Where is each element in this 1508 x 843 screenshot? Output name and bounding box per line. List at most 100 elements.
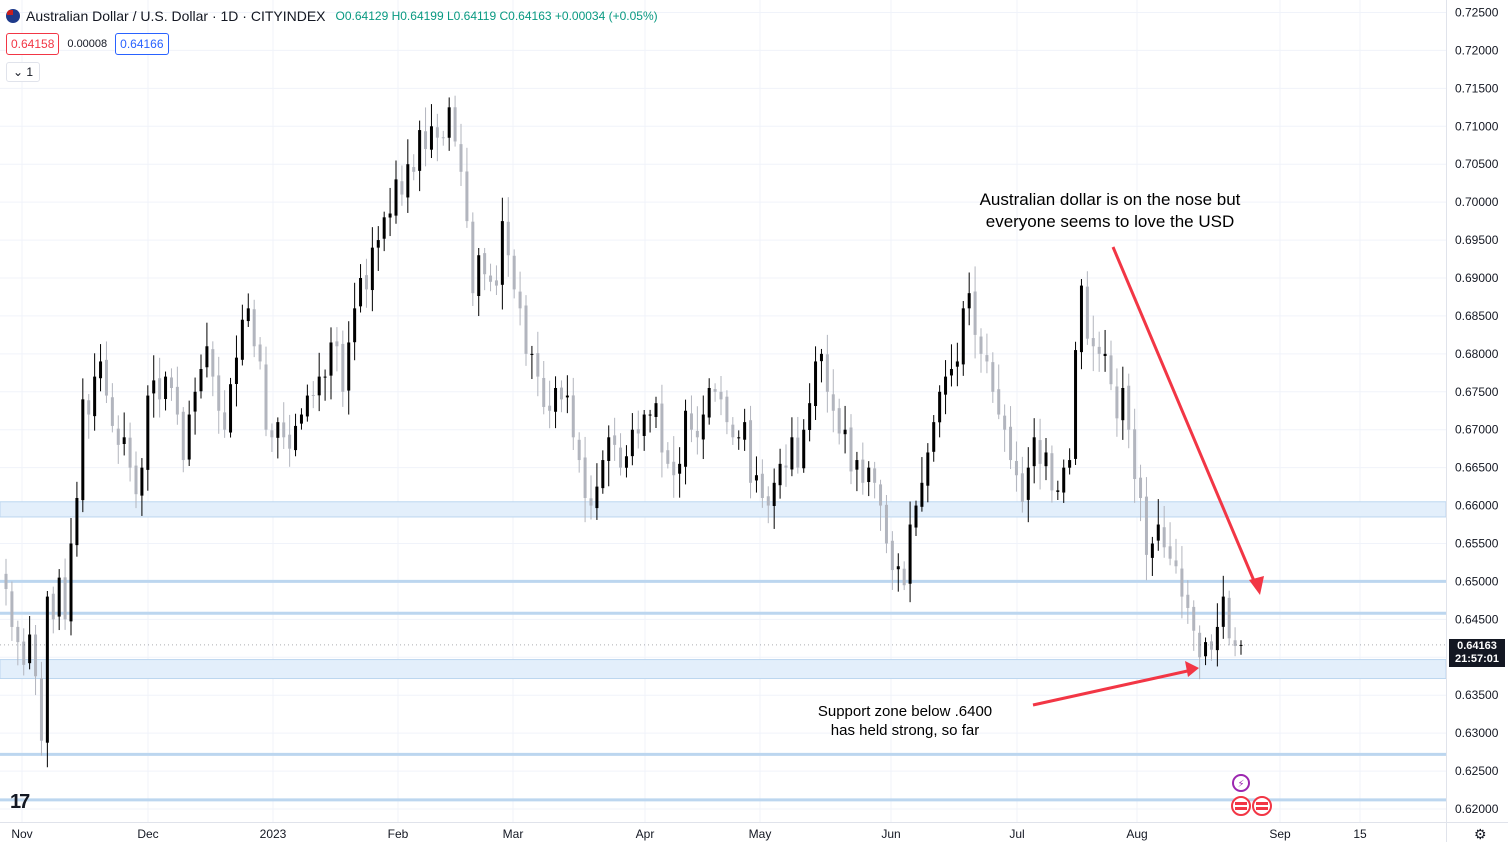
candle: [743, 408, 747, 451]
candle: [1204, 637, 1208, 666]
candle-body: [1097, 346, 1101, 354]
candle-body: [441, 137, 445, 139]
candle: [1068, 448, 1072, 475]
candle-body: [559, 387, 563, 400]
candle-body: [1215, 626, 1219, 651]
annotation-bottom-line2: has held strong, so far: [830, 722, 980, 739]
candle: [808, 383, 812, 442]
candle-body: [1156, 524, 1160, 541]
candle: [932, 415, 936, 462]
candle: [10, 581, 14, 641]
open-value: O0.64129: [335, 9, 389, 23]
candle-body: [311, 394, 315, 396]
candle: [223, 390, 227, 438]
candle-body: [252, 309, 256, 347]
candle-body: [16, 626, 20, 643]
candle: [559, 380, 563, 413]
candle: [890, 531, 894, 590]
candle: [831, 369, 835, 433]
symbol-title[interactable]: Australian Dollar / U.S. Dollar · 1D · C…: [26, 8, 326, 24]
candle: [164, 371, 168, 411]
candle: [938, 385, 942, 438]
candle: [1150, 536, 1154, 576]
candle-body: [684, 410, 688, 467]
candle: [914, 500, 918, 536]
y-tick-label: 0.69000: [1455, 271, 1499, 285]
candle-body: [896, 566, 900, 570]
svg-text:⚡: ⚡: [1237, 779, 1244, 790]
candle: [1014, 441, 1018, 492]
candle-body: [424, 131, 428, 150]
buy-button[interactable]: 0.64166: [115, 33, 169, 55]
x-tick-label: Jul: [1009, 827, 1024, 841]
candle: [494, 265, 498, 296]
candle-body: [689, 413, 693, 430]
bottom-arrow-head: [1185, 661, 1199, 677]
candle-body: [743, 422, 747, 440]
candle-body: [229, 384, 233, 433]
candle: [867, 461, 871, 497]
y-tick-label: 0.66000: [1455, 499, 1499, 513]
x-tick-label: Jun: [881, 827, 900, 841]
candle-body: [991, 362, 995, 392]
candle: [908, 501, 912, 603]
y-tick-label: 0.62000: [1455, 802, 1499, 816]
candle-body: [648, 414, 652, 416]
candle-body: [589, 498, 593, 506]
price-axis: 0.72500 0.72000 0.71500 0.71000 0.70500 0.700…: [1446, 0, 1499, 842]
candle: [672, 436, 676, 498]
candle: [500, 197, 504, 310]
candle: [311, 381, 315, 409]
candle-body: [489, 275, 493, 282]
candle-body: [175, 386, 179, 415]
candle-body: [146, 395, 150, 470]
annotation-top: Australian dollar is on the nose but eve…: [940, 189, 1280, 233]
candle-body: [1079, 285, 1083, 353]
candle-body: [624, 456, 628, 468]
candle: [1221, 575, 1225, 639]
indicator-collapse-button[interactable]: ⌄ 1: [6, 62, 41, 82]
candle-body: [329, 342, 333, 376]
x-tick-label: Sep: [1269, 827, 1291, 841]
candle: [412, 154, 416, 181]
tradingview-logo[interactable]: 17: [10, 791, 30, 813]
candle: [861, 442, 865, 495]
candle: [985, 333, 989, 374]
candle-body: [376, 240, 380, 248]
candle: [666, 442, 670, 469]
candle-body: [554, 387, 558, 412]
candle: [429, 104, 433, 159]
candle-body: [364, 275, 368, 290]
candle: [87, 394, 91, 439]
chart-header: Australian Dollar / U.S. Dollar · 1D · C…: [6, 5, 658, 27]
candle-body: [1038, 440, 1042, 464]
candle: [1115, 368, 1119, 437]
candle-body: [39, 678, 43, 741]
candle: [979, 328, 983, 373]
candle-body: [158, 378, 162, 400]
candle: [849, 414, 853, 485]
candle: [1174, 538, 1178, 574]
candle: [81, 378, 85, 513]
candle: [45, 590, 49, 768]
candle-body: [406, 164, 410, 198]
candle-body: [666, 450, 670, 464]
candle-body: [985, 355, 989, 362]
candle: [896, 553, 900, 592]
candle-body: [825, 354, 829, 392]
x-tick-label: Feb: [388, 827, 409, 841]
candle: [577, 432, 581, 473]
candle-body: [294, 425, 298, 451]
gear-icon[interactable]: ⚙: [1474, 826, 1487, 842]
candle: [217, 356, 221, 434]
candle-body: [110, 397, 114, 426]
candle-body: [1144, 496, 1148, 555]
sell-button[interactable]: 0.64158: [6, 33, 60, 55]
candle-body: [577, 439, 581, 461]
candle-body: [382, 217, 386, 239]
x-tick-label: 15: [1353, 827, 1367, 841]
candle: [926, 443, 930, 503]
x-tick-label: Aug: [1126, 827, 1147, 841]
candle-body: [1133, 429, 1137, 480]
